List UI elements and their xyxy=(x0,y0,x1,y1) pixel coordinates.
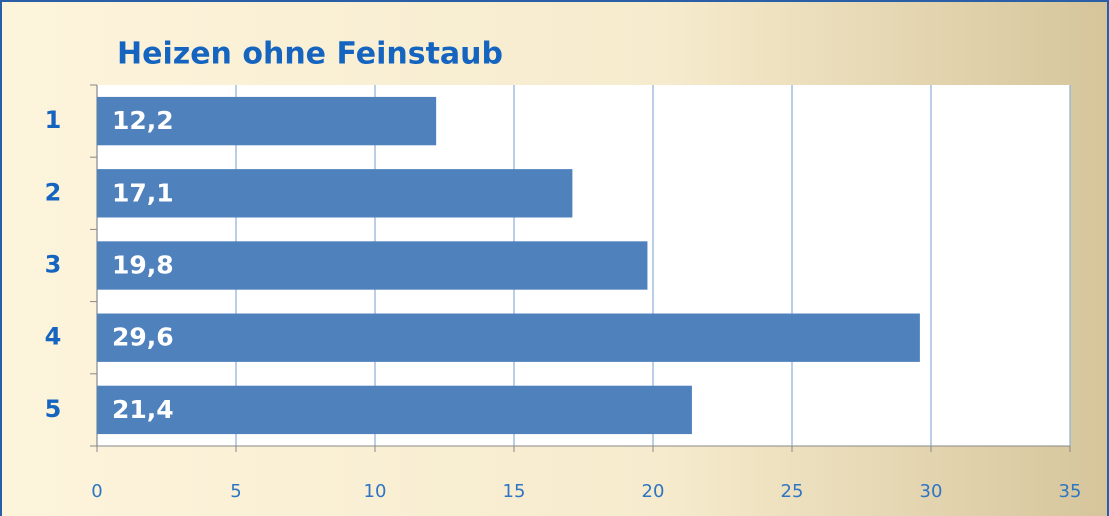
y-tick-label: 2 xyxy=(45,178,62,206)
bar xyxy=(97,241,648,290)
bar xyxy=(97,313,920,362)
y-tick-label: 1 xyxy=(45,106,62,134)
bar xyxy=(97,96,437,146)
value-label: 17,1 xyxy=(112,178,174,207)
bar xyxy=(97,169,573,218)
y-tick-label: 3 xyxy=(45,251,62,279)
y-tick-label: 5 xyxy=(45,395,62,423)
x-tick-label: 0 xyxy=(91,481,102,502)
x-tick-label: 25 xyxy=(781,481,804,502)
x-tick-label: 35 xyxy=(1059,481,1082,502)
x-tick-label: 5 xyxy=(230,481,241,502)
chart-title: Heizen ohne Feinstaub xyxy=(117,37,503,72)
x-tick-label: 30 xyxy=(920,481,943,502)
bar xyxy=(97,385,692,435)
x-tick-label: 10 xyxy=(364,481,387,502)
x-tick-label: 20 xyxy=(642,481,665,502)
y-tick-label: 4 xyxy=(45,323,62,351)
x-tick-label: 15 xyxy=(503,481,526,502)
value-label: 29,6 xyxy=(112,323,174,352)
value-label: 19,8 xyxy=(112,251,174,280)
value-label: 12,2 xyxy=(112,106,174,135)
value-label: 21,4 xyxy=(112,395,174,424)
